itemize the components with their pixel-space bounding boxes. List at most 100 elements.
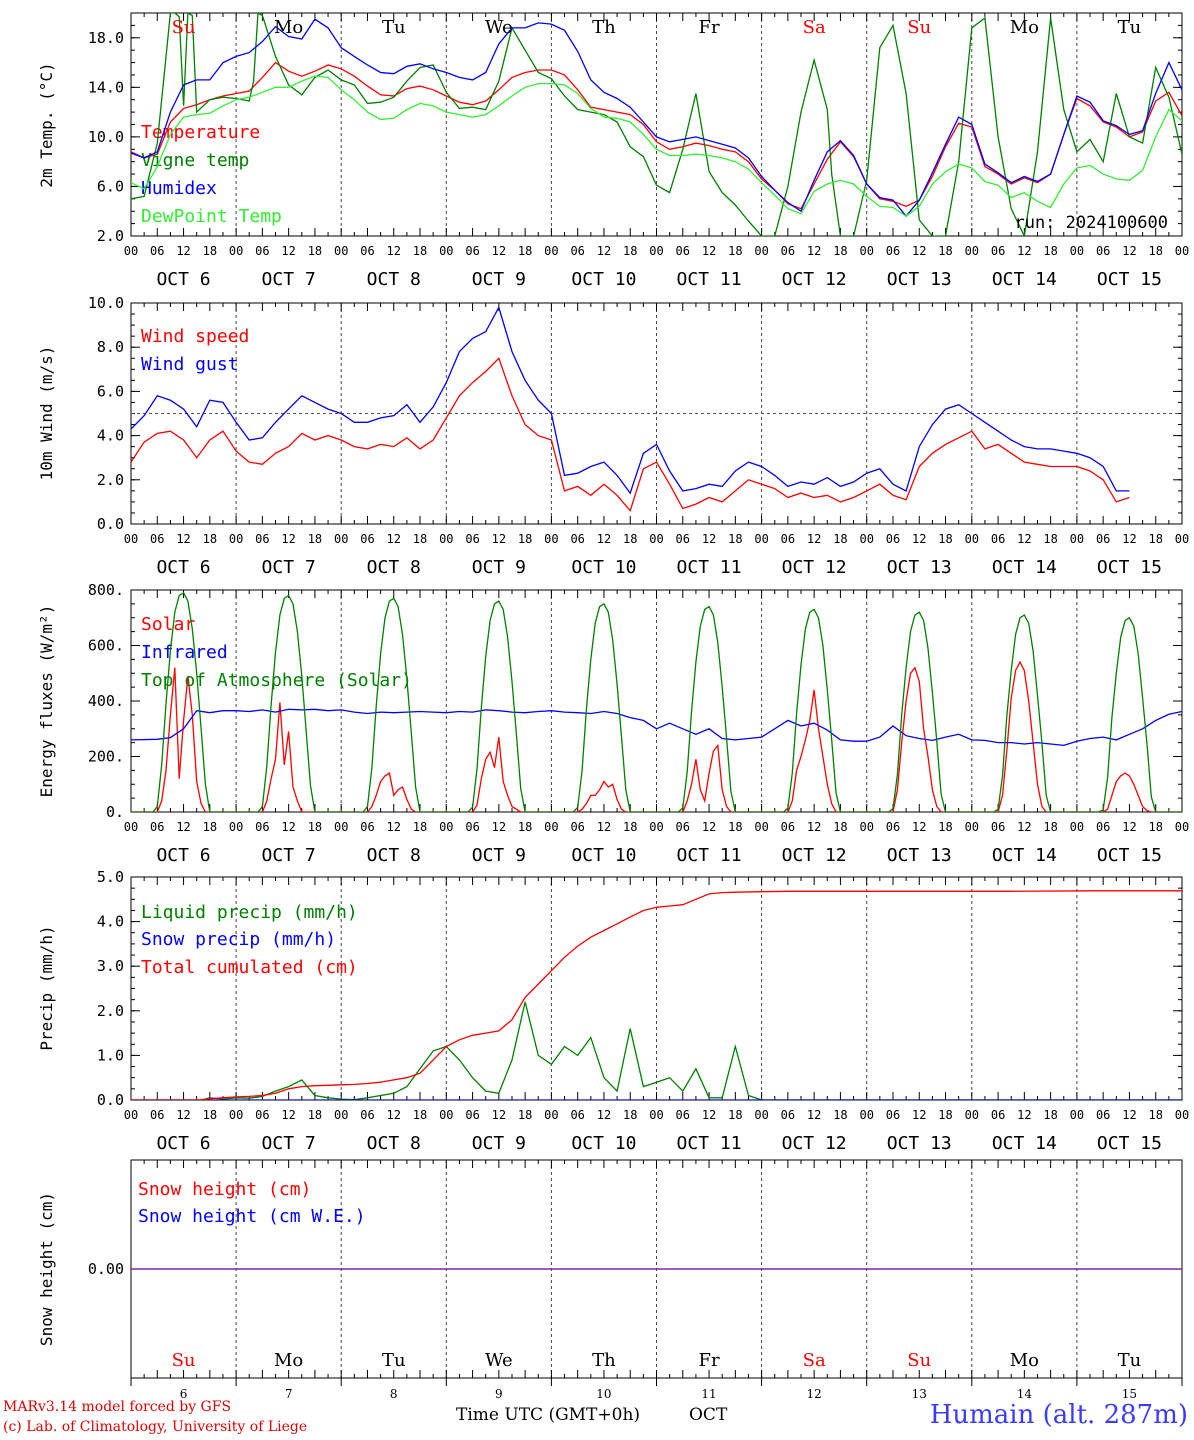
y-tick-label: 0.00 bbox=[88, 1260, 124, 1278]
y-tick-label: 14.0 bbox=[88, 78, 124, 96]
hour-tick-label: 06 bbox=[886, 1108, 900, 1122]
date-label: OCT 10 bbox=[571, 845, 636, 866]
hour-tick-label: 12 bbox=[1017, 820, 1031, 834]
hour-tick-label: 12 bbox=[387, 532, 401, 546]
hour-tick-label: 06 bbox=[570, 532, 584, 546]
hour-tick-label: 12 bbox=[492, 244, 506, 258]
hour-tick-label: 06 bbox=[676, 532, 690, 546]
hour-tick-label: 12 bbox=[1122, 1108, 1136, 1122]
legend-entry: DewPoint Temp bbox=[141, 206, 282, 227]
hour-tick-label: 12 bbox=[597, 820, 611, 834]
panel-2: 0.0 2.0 4.0 6.0 8.0 10.0 10m Wind (m/s) Wind sp… bbox=[37, 294, 1189, 578]
weekday-label: Fr bbox=[699, 1350, 720, 1371]
model-credit: MARv3.14 model forced by GFS bbox=[3, 1399, 232, 1415]
hour-tick-label: 00 bbox=[859, 244, 873, 258]
hour-tick-label: 12 bbox=[702, 820, 716, 834]
hour-tick-label: 06 bbox=[991, 244, 1005, 258]
weekday-label: Th bbox=[592, 1350, 616, 1371]
legend-entry: Temperature bbox=[141, 122, 260, 143]
date-label: OCT 9 bbox=[472, 845, 526, 866]
hour-tick-label: 18 bbox=[308, 532, 322, 546]
hour-tick-label: 12 bbox=[176, 820, 190, 834]
hour-tick-label: 12 bbox=[492, 1108, 506, 1122]
hour-tick-label: 06 bbox=[886, 820, 900, 834]
day-number: 6 bbox=[180, 1387, 188, 1401]
hour-tick-label: 06 bbox=[676, 820, 690, 834]
day-number: 13 bbox=[912, 1387, 927, 1401]
date-label: OCT 8 bbox=[367, 557, 421, 578]
weekday-label: Mo bbox=[274, 17, 303, 38]
day-number: 14 bbox=[1017, 1387, 1033, 1401]
hour-tick-label: 06 bbox=[781, 820, 795, 834]
hour-tick-label: 00 bbox=[649, 820, 663, 834]
run-annotation: run: 2024100600 bbox=[1014, 213, 1168, 233]
series-line bbox=[131, 660, 1182, 812]
hour-tick-label: 12 bbox=[912, 532, 926, 546]
hour-tick-label: 00 bbox=[124, 244, 138, 258]
hour-tick-label: 00 bbox=[544, 820, 558, 834]
hour-tick-label: 06 bbox=[570, 244, 584, 258]
hour-tick-label: 00 bbox=[229, 532, 243, 546]
y-tick-label: 8.0 bbox=[97, 338, 124, 356]
hour-tick-label: 00 bbox=[754, 244, 768, 258]
hour-tick-label: 12 bbox=[281, 820, 295, 834]
hour-tick-label: 00 bbox=[124, 532, 138, 546]
hour-tick-label: 18 bbox=[308, 1108, 322, 1122]
date-label: OCT 9 bbox=[472, 269, 526, 290]
series-line bbox=[131, 890, 1182, 1100]
hour-tick-label: 06 bbox=[150, 1108, 164, 1122]
weekday-label: Su bbox=[172, 17, 196, 38]
date-label: OCT 8 bbox=[367, 845, 421, 866]
hour-tick-label: 18 bbox=[623, 244, 637, 258]
y-axis-label: 2m Temp. (°C) bbox=[37, 62, 56, 187]
series-line bbox=[131, 75, 1182, 217]
date-label: OCT 15 bbox=[1097, 557, 1162, 578]
hour-tick-label: 06 bbox=[886, 244, 900, 258]
hour-tick-label: 06 bbox=[360, 532, 374, 546]
y-tick-label: 800. bbox=[88, 581, 124, 599]
series-line bbox=[131, 1001, 1182, 1100]
y-axis-label: Energy fluxes (W/m²) bbox=[37, 605, 56, 798]
hour-tick-label: 12 bbox=[702, 244, 716, 258]
date-label: OCT 7 bbox=[262, 557, 316, 578]
day-number: 12 bbox=[807, 1387, 822, 1401]
hour-tick-label: 00 bbox=[1070, 244, 1084, 258]
panel-4: 0.0 1.0 2.0 3.0 4.0 5.0 Precip (mm/h) Liquid pr… bbox=[37, 868, 1189, 1154]
hour-tick-label: 12 bbox=[597, 532, 611, 546]
date-label: OCT 10 bbox=[571, 557, 636, 578]
date-label: OCT 13 bbox=[887, 1133, 952, 1154]
hour-tick-label: 06 bbox=[465, 820, 479, 834]
y-tick-label: 6.0 bbox=[97, 382, 124, 400]
hour-tick-label: 00 bbox=[334, 244, 348, 258]
hour-tick-label: 18 bbox=[1043, 820, 1057, 834]
hour-tick-label: 18 bbox=[1148, 532, 1162, 546]
hour-tick-label: 00 bbox=[754, 532, 768, 546]
hour-tick-label: 00 bbox=[544, 532, 558, 546]
legend-entry: Liquid precip (mm/h) bbox=[141, 902, 358, 923]
date-label: OCT 9 bbox=[472, 557, 526, 578]
y-tick-label: 4.0 bbox=[97, 427, 124, 445]
hour-tick-label: 06 bbox=[991, 820, 1005, 834]
hour-tick-label: 12 bbox=[281, 532, 295, 546]
hour-tick-label: 06 bbox=[360, 1108, 374, 1122]
date-label: OCT 6 bbox=[156, 1133, 210, 1154]
date-label: OCT 15 bbox=[1097, 1133, 1162, 1154]
hour-tick-label: 00 bbox=[754, 1108, 768, 1122]
hour-tick-label: 12 bbox=[387, 244, 401, 258]
legend-entry: Snow height (cm) bbox=[138, 1179, 311, 1200]
date-label: OCT 14 bbox=[992, 1133, 1057, 1154]
y-tick-label: 3.0 bbox=[97, 957, 124, 975]
y-axis-label: 10m Wind (m/s) bbox=[37, 346, 56, 481]
hour-tick-label: 18 bbox=[203, 1108, 217, 1122]
hour-tick-label: 06 bbox=[781, 532, 795, 546]
hour-tick-label: 06 bbox=[360, 244, 374, 258]
hour-tick-label: 00 bbox=[649, 1108, 663, 1122]
weekday-label: Tu bbox=[1118, 1350, 1142, 1371]
legend-entry: Humidex bbox=[141, 178, 217, 199]
hour-tick-label: 12 bbox=[1017, 1108, 1031, 1122]
hour-tick-label: 12 bbox=[597, 1108, 611, 1122]
date-label: OCT 12 bbox=[782, 845, 847, 866]
hour-tick-label: 18 bbox=[413, 820, 427, 834]
y-axis-label: Precip (mm/h) bbox=[37, 925, 56, 1050]
hour-tick-label: 12 bbox=[387, 820, 401, 834]
